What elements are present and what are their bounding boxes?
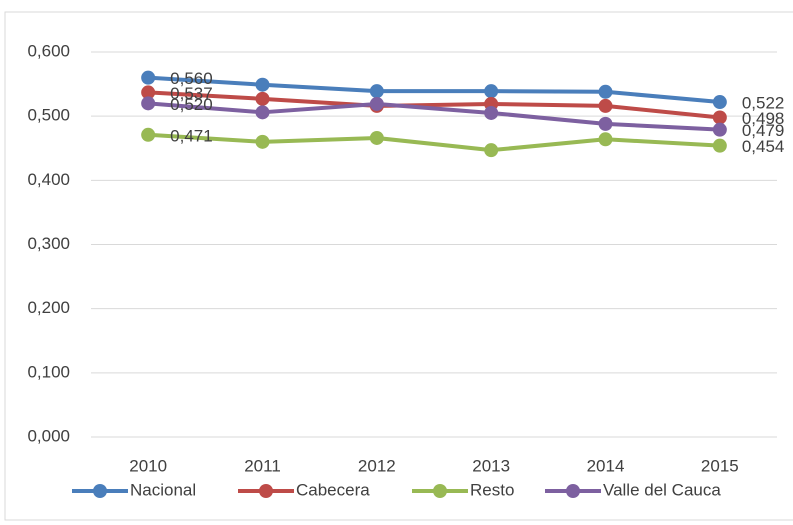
point	[598, 98, 613, 113]
y-tick-label: 0,500	[27, 106, 70, 125]
point	[141, 70, 156, 85]
point	[369, 130, 384, 145]
legend-marker	[433, 484, 447, 498]
x-tick-label: 2014	[587, 456, 625, 475]
point	[598, 116, 613, 131]
x-tick-label: 2010	[129, 456, 167, 475]
y-tick-label: 0,300	[27, 234, 70, 253]
point	[484, 143, 499, 158]
point	[598, 84, 613, 99]
series-line	[148, 75, 721, 105]
point	[484, 84, 499, 99]
legend-label: Nacional	[130, 480, 196, 499]
y-tick-label: 0,600	[27, 41, 70, 60]
legend-label: Resto	[470, 480, 514, 499]
chart-frame	[4, 11, 793, 521]
series-line	[148, 90, 721, 120]
data-label: 0,560	[170, 69, 213, 88]
point	[712, 110, 727, 125]
point	[141, 85, 156, 100]
point	[141, 127, 156, 142]
point	[255, 77, 270, 92]
data-label: 0,520	[170, 95, 213, 114]
x-tick-label: 2011	[244, 456, 281, 475]
series-line	[148, 101, 720, 132]
y-tick-label: 0,100	[27, 362, 70, 381]
data-label: 0,522	[742, 94, 785, 113]
legend-marker	[93, 484, 107, 498]
x-tick-label: 2015	[701, 456, 739, 475]
data-label: 0,454	[742, 137, 785, 156]
data-label: 0,537	[170, 84, 213, 103]
y-tick-label: 0,200	[27, 298, 70, 317]
x-tick-label: 2013	[472, 456, 510, 475]
point	[255, 105, 270, 120]
legend-marker	[259, 484, 273, 498]
point	[141, 96, 156, 111]
point	[712, 122, 727, 137]
x-tick-label: 2012	[358, 456, 396, 475]
data-label: 0,471	[170, 126, 213, 145]
legend-label: Cabecera	[296, 480, 370, 499]
point	[369, 84, 384, 99]
data-label: 0,479	[742, 121, 785, 140]
y-tick-label: 0,000	[27, 426, 70, 445]
legend-marker	[566, 484, 580, 498]
point	[484, 105, 499, 120]
y-tick-label: 0,400	[27, 170, 70, 189]
data-label: 0,498	[742, 109, 785, 128]
point	[712, 95, 727, 110]
point	[255, 134, 270, 149]
series-line	[148, 132, 720, 153]
legend-label: Valle del Cauca	[603, 480, 721, 499]
point	[712, 138, 727, 153]
point	[598, 132, 613, 147]
point	[369, 96, 384, 111]
point	[255, 91, 270, 106]
